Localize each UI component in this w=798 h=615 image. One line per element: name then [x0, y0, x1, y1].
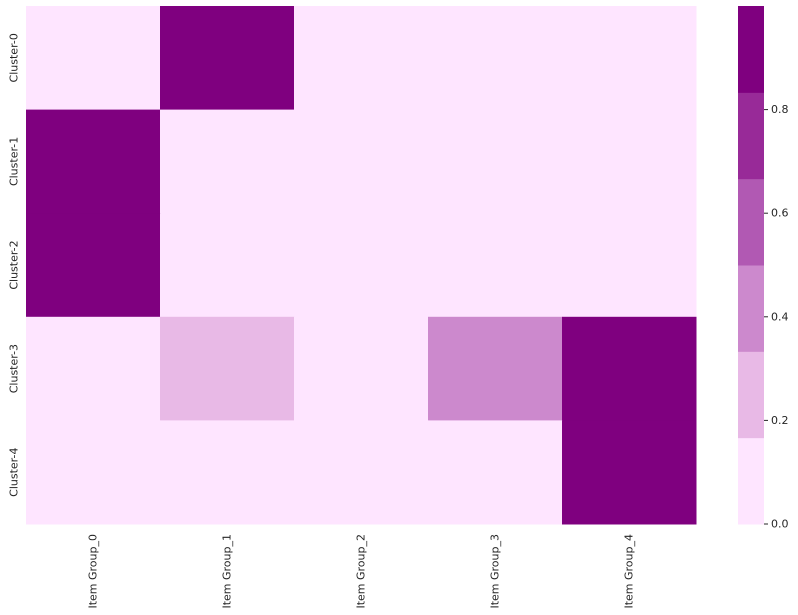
heatmap-cell: [562, 316, 697, 421]
heatmap-cell: [160, 213, 295, 318]
heatmap-cell: [562, 109, 697, 214]
heatmap-cells: [26, 6, 697, 525]
colorbar-tick-label: 0.8: [771, 103, 789, 116]
heatmap-cell: [562, 213, 697, 318]
heatmap-cell: [562, 6, 697, 111]
heatmap-cell: [26, 420, 161, 525]
x-tick-label: Item Group_0: [87, 534, 100, 609]
heatmap-cell: [294, 420, 429, 525]
colorbar-tick-label: 0.2: [771, 414, 789, 427]
y-tick-label: Cluster-3: [8, 344, 21, 393]
heatmap-cell: [26, 316, 161, 421]
colorbar-segment: [738, 6, 764, 93]
heatmap-cell: [26, 213, 161, 318]
heatmap-cell: [160, 109, 295, 214]
heatmap-cell: [294, 316, 429, 421]
heatmap-cell: [428, 6, 563, 111]
heatmap-cell: [160, 316, 295, 421]
colorbar-tick-label: 0.4: [771, 310, 789, 323]
heatmap-cell: [26, 109, 161, 214]
heatmap-cell: [26, 6, 161, 111]
heatmap-cell: [160, 420, 295, 525]
colorbar: 0.0 0.2 0.4 0.6 0.8: [738, 6, 789, 531]
y-tick-label: Cluster-1: [8, 137, 21, 186]
colorbar-tick-label: 0.6: [771, 207, 789, 220]
colorbar-segment: [738, 178, 764, 266]
x-tick-label: Item Group_4: [623, 534, 636, 609]
heatmap-cell: [428, 213, 563, 318]
x-tick-label: Item Group_3: [489, 534, 502, 609]
heatmap-cell: [428, 109, 563, 214]
y-tick-label: Cluster-4: [8, 448, 21, 497]
colorbar-tick-label: 0.0: [771, 518, 789, 531]
y-tick-label: Cluster-0: [8, 33, 21, 82]
heatmap-cell: [428, 420, 563, 525]
heatmap-cell: [428, 316, 563, 421]
y-tick-labels: Cluster-0 Cluster-1 Cluster-2 Cluster-3 Clus…: [8, 33, 21, 497]
x-tick-label: Item Group_1: [221, 534, 234, 609]
x-tick-labels: Item Group_0 Item Group_1 Item Group_2 Item…: [87, 534, 636, 609]
colorbar-segment: [738, 351, 764, 439]
heatmap-cell: [160, 6, 295, 111]
heatmap-cell: [294, 109, 429, 214]
heatmap-cell: [294, 213, 429, 318]
heatmap-cell: [562, 420, 697, 525]
x-tick-label: Item Group_2: [355, 534, 368, 609]
colorbar-segment: [738, 437, 764, 525]
y-tick-label: Cluster-2: [8, 240, 21, 289]
heatmap-cell: [294, 6, 429, 111]
colorbar-segment: [738, 92, 764, 180]
colorbar-segment: [738, 265, 764, 352]
